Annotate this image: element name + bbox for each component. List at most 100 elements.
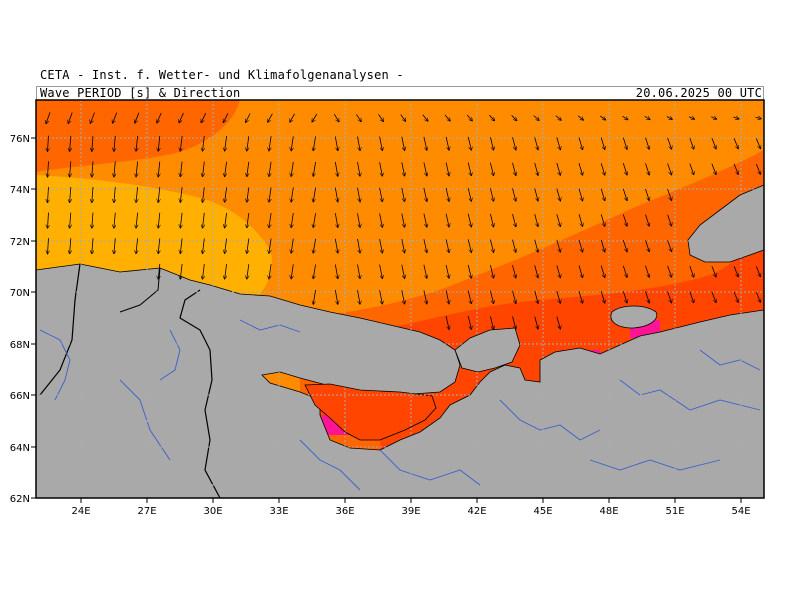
- direction-arrow: [92, 212, 93, 229]
- direction-arrow: [223, 113, 229, 122]
- direction-arrow: [755, 291, 760, 302]
- direction-arrow: [136, 238, 138, 253]
- direction-arrow: [711, 138, 716, 149]
- direction-arrow: [247, 136, 249, 151]
- direction-arrow: [247, 212, 249, 228]
- lon-label: 45E: [533, 506, 552, 517]
- direction-arrow: [357, 187, 361, 202]
- direction-arrow: [180, 263, 182, 279]
- direction-arrow: [711, 163, 716, 175]
- direction-arrow: [423, 162, 427, 176]
- direction-arrow: [290, 113, 295, 122]
- land-novaya-zemlya-tip: [687, 184, 764, 263]
- direction-arrow: [512, 316, 516, 329]
- direction-arrow: [357, 290, 361, 304]
- direction-arrow: [180, 161, 182, 177]
- direction-arrow: [113, 112, 118, 124]
- direction-arrow: [512, 137, 516, 150]
- direction-arrow: [600, 214, 605, 226]
- direction-arrow: [92, 135, 93, 152]
- direction-arrow: [247, 187, 249, 202]
- direction-arrow: [70, 135, 71, 152]
- product-title: Wave PERIOD [s] & Direction: [40, 86, 241, 100]
- direction-arrow: [577, 115, 583, 120]
- country-border: [179, 289, 221, 498]
- direction-arrow: [755, 138, 760, 148]
- direction-arrow: [114, 161, 115, 177]
- direction-arrow: [313, 264, 316, 278]
- direction-arrow: [556, 239, 561, 252]
- direction-arrow: [291, 264, 294, 279]
- direction-arrow: [401, 264, 405, 279]
- direction-arrow: [114, 212, 115, 229]
- direction-arrow: [555, 115, 561, 121]
- direction-arrow: [70, 186, 71, 203]
- valid-datetime: 20.06.2025 00 UTC: [635, 86, 762, 100]
- direction-arrow: [467, 239, 471, 252]
- direction-arrow: [445, 290, 449, 304]
- direction-arrow: [733, 138, 738, 149]
- direction-arrow: [445, 136, 449, 150]
- direction-arrow: [90, 112, 95, 124]
- direction-arrow: [667, 214, 672, 226]
- direction-arrow: [689, 163, 694, 175]
- direction-arrow: [512, 290, 516, 304]
- axis-ticks: [31, 137, 742, 503]
- direction-arrow: [622, 188, 627, 201]
- direction-arrow: [357, 238, 361, 253]
- lat-label: 70N: [10, 288, 30, 299]
- direction-arrow: [423, 213, 427, 228]
- lon-label: 48E: [599, 506, 618, 517]
- direction-arrow: [225, 212, 227, 228]
- lon-label: 36E: [335, 506, 354, 517]
- direction-arrow: [92, 186, 93, 203]
- lat-label: 68N: [10, 340, 30, 351]
- direction-arrow: [247, 238, 249, 254]
- direction-arrow: [313, 136, 316, 150]
- direction-arrow: [578, 290, 583, 303]
- direction-arrow: [114, 186, 115, 203]
- direction-arrow: [644, 115, 650, 119]
- direction-arrow: [467, 136, 471, 150]
- direction-arrow: [689, 137, 694, 149]
- direction-arrow: [600, 163, 605, 175]
- direction-arrow: [333, 113, 339, 122]
- direction-arrow: [312, 113, 318, 122]
- direction-arrow: [313, 187, 316, 202]
- direction-arrow: [512, 213, 516, 227]
- direction-arrow: [203, 161, 205, 177]
- direction-arrow: [357, 136, 361, 151]
- direction-arrow: [645, 240, 650, 252]
- direction-arrow: [600, 137, 605, 150]
- direction-arrow: [379, 162, 383, 176]
- direction-arrow: [291, 161, 294, 177]
- lat-label: 74N: [10, 185, 30, 196]
- direction-arrow: [490, 188, 493, 201]
- direction-arrow: [158, 212, 160, 228]
- wave-direction-arrows: [46, 112, 761, 329]
- lon-label: 51E: [665, 506, 684, 517]
- direction-arrow: [70, 161, 71, 177]
- direction-arrow: [401, 187, 405, 202]
- direction-arrow: [401, 213, 405, 228]
- direction-arrow: [291, 238, 294, 254]
- direction-arrow: [246, 113, 251, 123]
- direction-arrow: [622, 239, 627, 252]
- direction-arrow: [600, 188, 605, 201]
- direction-arrow: [269, 212, 272, 228]
- direction-arrow: [48, 135, 49, 152]
- direction-arrow: [203, 263, 205, 279]
- country-border: [39, 263, 81, 396]
- direction-arrow: [179, 112, 184, 123]
- graticule: [36, 100, 764, 498]
- direction-arrow: [225, 187, 227, 202]
- direction-arrow: [490, 265, 493, 278]
- lon-label: 27E: [137, 506, 156, 517]
- direction-arrow: [490, 239, 493, 253]
- direction-arrow: [711, 291, 716, 303]
- direction-arrow: [755, 266, 760, 276]
- direction-arrow: [578, 239, 583, 252]
- direction-arrow: [600, 265, 605, 278]
- direction-arrow: [379, 264, 383, 279]
